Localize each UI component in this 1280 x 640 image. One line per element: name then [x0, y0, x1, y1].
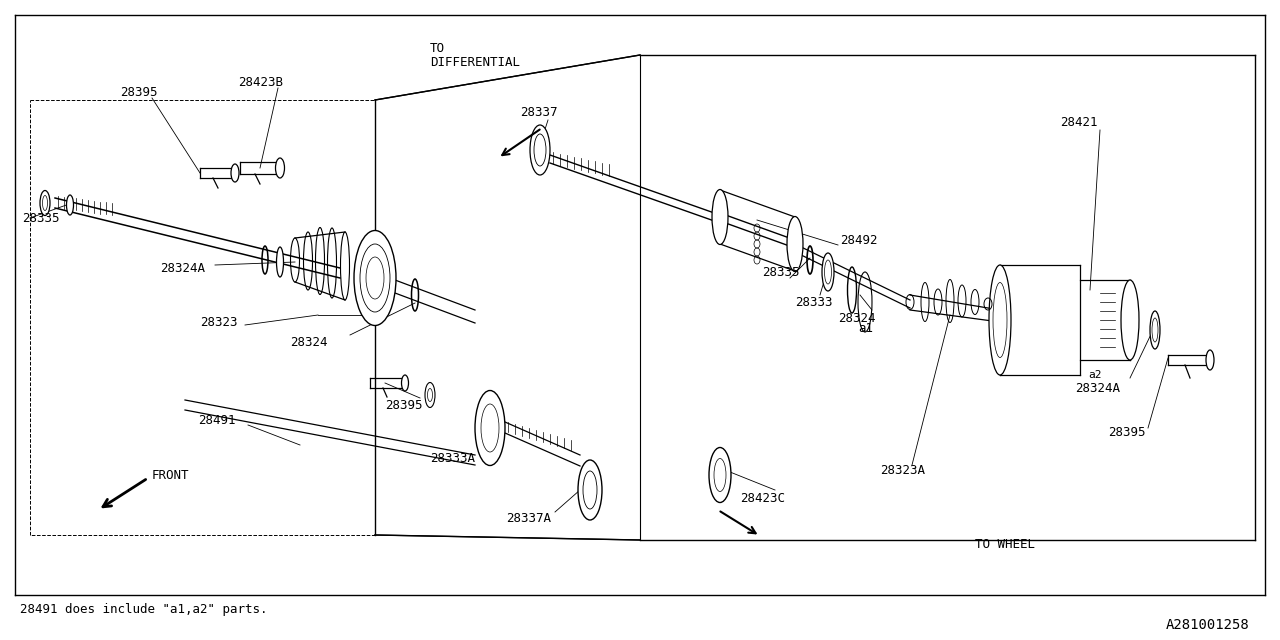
Text: TO WHEEL: TO WHEEL — [975, 538, 1036, 552]
Ellipse shape — [989, 265, 1011, 375]
Ellipse shape — [275, 158, 284, 178]
Text: 28423B: 28423B — [238, 76, 283, 88]
Ellipse shape — [579, 460, 602, 520]
Text: 28337A: 28337A — [506, 511, 550, 525]
Ellipse shape — [1206, 350, 1213, 370]
Text: 28335: 28335 — [22, 211, 59, 225]
Text: 28395: 28395 — [1108, 426, 1146, 438]
Text: 28324A: 28324A — [1075, 381, 1120, 394]
Text: 28492: 28492 — [840, 234, 878, 246]
Text: 28323A: 28323A — [881, 463, 925, 477]
Text: 28421: 28421 — [1060, 115, 1097, 129]
Ellipse shape — [475, 390, 506, 465]
Ellipse shape — [709, 447, 731, 502]
Text: 28324: 28324 — [291, 335, 328, 349]
Ellipse shape — [230, 164, 239, 182]
Ellipse shape — [40, 191, 50, 216]
Text: A281001258: A281001258 — [1166, 618, 1251, 632]
Text: DIFFERENTIAL: DIFFERENTIAL — [430, 56, 520, 68]
Ellipse shape — [276, 247, 283, 277]
Ellipse shape — [67, 195, 73, 215]
Text: 28337: 28337 — [520, 106, 558, 118]
Text: 28333A: 28333A — [430, 451, 475, 465]
Text: FRONT: FRONT — [152, 468, 189, 481]
Text: 28491: 28491 — [198, 413, 236, 426]
Text: 28335: 28335 — [762, 266, 800, 278]
Text: a2: a2 — [1088, 370, 1102, 380]
Ellipse shape — [822, 253, 835, 291]
Text: 28423C: 28423C — [740, 492, 785, 504]
Ellipse shape — [787, 216, 803, 271]
Ellipse shape — [402, 375, 408, 391]
Text: 28395: 28395 — [385, 399, 422, 412]
Ellipse shape — [1121, 280, 1139, 360]
Text: 28323: 28323 — [200, 316, 238, 328]
Text: 28324A: 28324A — [160, 262, 205, 275]
Ellipse shape — [355, 230, 396, 326]
Text: 28324: 28324 — [838, 312, 876, 324]
Ellipse shape — [712, 189, 728, 244]
Ellipse shape — [1149, 311, 1160, 349]
Text: a1: a1 — [858, 321, 873, 335]
Ellipse shape — [530, 125, 550, 175]
Text: 28333: 28333 — [795, 296, 832, 308]
Text: TO: TO — [430, 42, 445, 54]
Text: 28491 does include "a1,a2" parts.: 28491 does include "a1,a2" parts. — [20, 604, 268, 616]
Text: 28395: 28395 — [120, 86, 157, 99]
